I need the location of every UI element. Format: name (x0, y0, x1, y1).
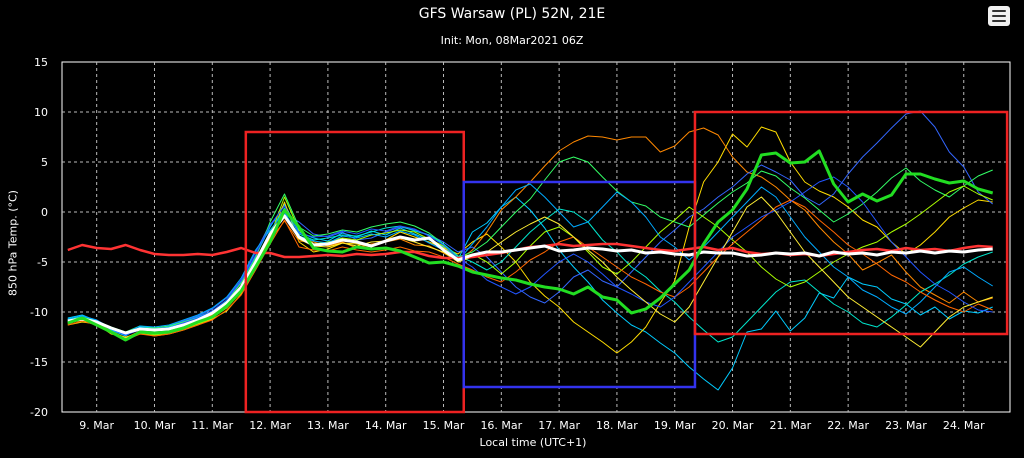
x-tick-label: 15. Mar (423, 419, 465, 432)
y-tick-label: 10 (34, 106, 48, 119)
x-tick-label: 18. Mar (596, 419, 638, 432)
series-line-11 (67, 199, 993, 341)
x-tick-label: 16. Mar (480, 419, 522, 432)
chart-title: GFS Warsaw (PL) 52N, 21E (418, 6, 606, 22)
plot-frame (61, 61, 1011, 413)
red-highlight-box-2 (693, 110, 1009, 336)
x-tick-label: 12. Mar (249, 419, 291, 432)
x-tick-label: 14. Mar (365, 419, 407, 432)
x-tick-label: 11. Mar (191, 419, 233, 432)
series-line-2 (67, 149, 994, 342)
menu-bar-3 (992, 20, 1006, 22)
series-line-12 (67, 176, 993, 336)
x-tick-label: 9. Mar (79, 419, 114, 432)
x-tick-label: 19. Mar (654, 419, 696, 432)
series-line-6 (67, 110, 994, 336)
x-tick-label: 23. Mar (885, 419, 927, 432)
x-tick-label: 24. Mar (943, 419, 985, 432)
x-tick-label: 13. Mar (307, 419, 349, 432)
y-tick-label: -10 (30, 306, 48, 319)
menu-bar-2 (992, 15, 1006, 17)
y-tick-label: 15 (34, 56, 48, 69)
y-tick-label: -15 (30, 356, 48, 369)
series-line-5 (67, 127, 993, 339)
series-line-1 (67, 214, 993, 335)
chart-subtitle: Init: Mon, 08Mar2021 06Z (440, 34, 584, 47)
x-tick-label: 20. Mar (712, 419, 754, 432)
red-highlight-box-1 (244, 130, 465, 414)
menu-bar-1 (992, 10, 1006, 12)
series-line-10 (67, 183, 993, 334)
series-line-0 (67, 242, 993, 260)
y-tick-label: -20 (30, 406, 48, 419)
blue-highlight-box (462, 180, 697, 389)
x-tick-label: 10. Mar (134, 419, 176, 432)
y-tick-label: 0 (41, 206, 48, 219)
y-axis-label: 850 hPa Temp. (°C) (6, 190, 20, 296)
y-tick-label: 5 (41, 156, 48, 169)
hamburger-menu-icon[interactable] (988, 6, 1010, 26)
y-tick-label: -5 (37, 256, 48, 269)
x-axis-label: Local time (UTC+1) (479, 436, 587, 449)
series-line-3 (67, 196, 993, 391)
series-line-13 (67, 196, 993, 348)
x-tick-label: 21. Mar (769, 419, 811, 432)
y-axis-label-wrap: 850 hPa Temp. (°C) (6, 190, 20, 296)
x-tick-label: 17. Mar (538, 419, 580, 432)
x-tick-label: 22. Mar (827, 419, 869, 432)
series-line-7 (67, 156, 993, 333)
